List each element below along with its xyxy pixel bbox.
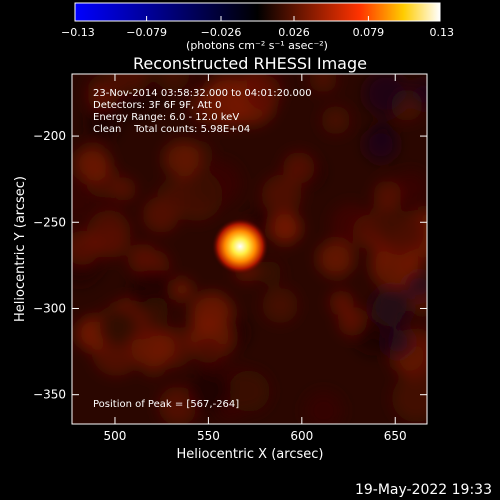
noise-blob [158,386,198,424]
noise-blob [88,84,115,111]
noise-blob [378,261,401,285]
peak-position-label: Position of Peak = [567,-264] [93,399,239,410]
noise-blob [74,145,111,182]
x-tick-label: 600 [290,429,313,443]
noise-blob [394,170,427,205]
colorbar-tick-label: −0.026 [201,26,242,39]
noise-blob [246,75,282,110]
x-tick-label: 500 [104,429,127,443]
noise-blob [283,152,315,184]
chart-title: Reconstructed RHESSI Image [133,54,367,73]
annotation-total-counts: Clean Total counts: 5.98E+04 [93,124,250,135]
noise-blob [110,74,151,95]
colorbar-tick-label: −0.079 [126,26,167,39]
y-tick-label: −300 [33,301,66,315]
noise-blob [376,207,425,256]
noise-blob [86,107,119,140]
noise-blob [128,243,159,274]
noise-blob [72,180,94,220]
noise-blob [269,211,302,244]
x-axis-label: Heliocentric X (arcsec) [177,447,324,462]
noise-blob [170,278,193,301]
colorbar-tick-label: −0.13 [61,26,95,39]
noise-blob [223,365,248,389]
noise-blob [392,374,427,423]
noise-blob [72,230,100,266]
plot-frame [71,73,428,425]
noise-blob [257,260,282,285]
colorbar-tick-label: 0.13 [430,26,455,39]
noise-blob [195,338,221,364]
noise-blob [317,240,355,277]
noise-blob [112,177,137,201]
colorbar-gradient [74,2,441,22]
noise-blob [329,202,373,246]
annotation-time-range: 23-Nov-2014 03:58:32.000 to 04:01:20.000 [93,88,312,99]
x-axis-ticks: 500 550 600 650 [104,74,407,443]
negative-blob [382,327,413,358]
negative-blob [405,272,427,301]
colorbar-tick-label: 0.079 [353,26,385,39]
x-tick-label: 550 [197,429,220,443]
noise-blob [195,160,242,207]
y-axis-label: Heliocentric Y (arcsec) [13,176,28,322]
noise-blob [188,87,226,124]
negative-blob [410,80,427,109]
plot-area: 500 550 600 650 −200 −250 −300 −350 [33,73,428,443]
noise-blob [354,317,393,356]
noise-blob [163,140,201,178]
colorbar-ticks: −0.13 −0.079 −0.026 0.026 0.079 0.13 [61,16,454,39]
noise-blob [303,390,344,424]
colorbar: −0.13 −0.079 −0.026 0.026 0.079 0.13 (photons… [61,2,454,52]
y-axis-ticks: −200 −250 −300 −350 [33,129,427,402]
colorbar-tick-label: 0.026 [278,26,310,39]
noise-blob [262,287,299,324]
colorbar-unit-label: (photons cm⁻² s⁻¹ asec⁻²) [186,39,328,52]
noise-blob [100,307,139,347]
annotation-detectors: Detectors: 3F 6F 9F, Att 0 [93,100,221,111]
annotation-energy-range: Energy Range: 6.0 - 12.0 keV [93,112,239,123]
noise-blob [373,180,402,209]
x-tick-label: 650 [384,429,407,443]
footer-timestamp: 19-May-2022 19:33 [354,482,492,498]
noise-blob [130,325,173,369]
negative-blob [364,74,408,116]
noise-blob [129,269,178,318]
negative-blob [363,127,398,162]
y-tick-label: −250 [33,215,66,229]
noise-blob [261,174,302,215]
negative-blob [370,286,412,328]
noise-blob [321,105,351,135]
noise-blob [155,74,190,92]
image-texture [72,74,427,424]
noise-blob [309,74,337,93]
noise-blob [188,370,231,413]
y-tick-label: −350 [33,388,66,402]
y-tick-label: −200 [33,129,66,143]
annotation-block: 23-Nov-2014 03:58:32.000 to 04:01:20.000… [93,88,312,135]
peak-source-spot [212,218,269,275]
